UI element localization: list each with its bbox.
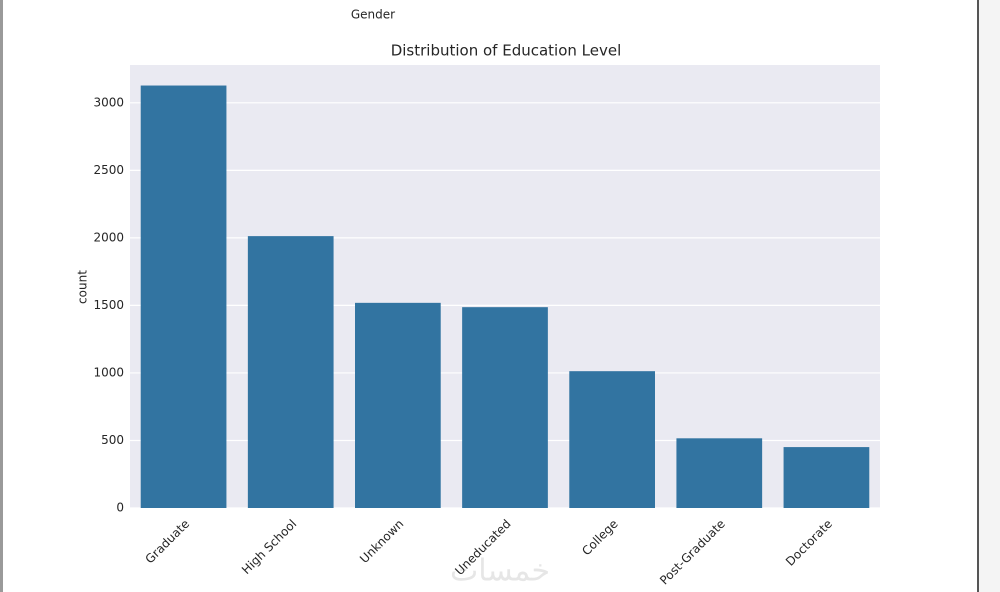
- y-tick-label: 1000: [93, 365, 124, 379]
- window-edge: [978, 0, 1000, 592]
- y-tick-label: 2500: [93, 163, 124, 177]
- window-edge: [0, 0, 3, 592]
- bar: [140, 85, 227, 508]
- y-tick-label: 1500: [93, 298, 124, 312]
- bar: [783, 447, 870, 508]
- x-tick-label: Doctorate: [783, 517, 835, 569]
- y-tick-label: 3000: [93, 95, 124, 109]
- bar: [569, 371, 655, 508]
- y-tick-label: 500: [101, 433, 124, 447]
- y-tick-label: 0: [116, 501, 124, 515]
- bar: [247, 236, 334, 508]
- y-tick-label: 2000: [93, 230, 124, 244]
- x-tick-label: High School: [239, 517, 299, 577]
- chart-title: Distribution of Education Level: [391, 42, 622, 60]
- x-tick-label: Graduate: [142, 517, 192, 567]
- bar: [462, 307, 548, 508]
- x-tick-label: College: [579, 517, 621, 559]
- previous-x-label: Gender: [351, 8, 395, 22]
- bar: [355, 302, 441, 508]
- x-tick-label: Post-Graduate: [657, 517, 728, 588]
- y-axis-label: count: [76, 270, 90, 304]
- bar: [676, 438, 763, 508]
- watermark: خمسات: [450, 554, 550, 589]
- x-tick-label: Unknown: [357, 517, 406, 566]
